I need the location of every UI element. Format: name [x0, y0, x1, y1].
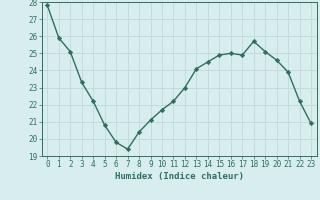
X-axis label: Humidex (Indice chaleur): Humidex (Indice chaleur) — [115, 172, 244, 181]
